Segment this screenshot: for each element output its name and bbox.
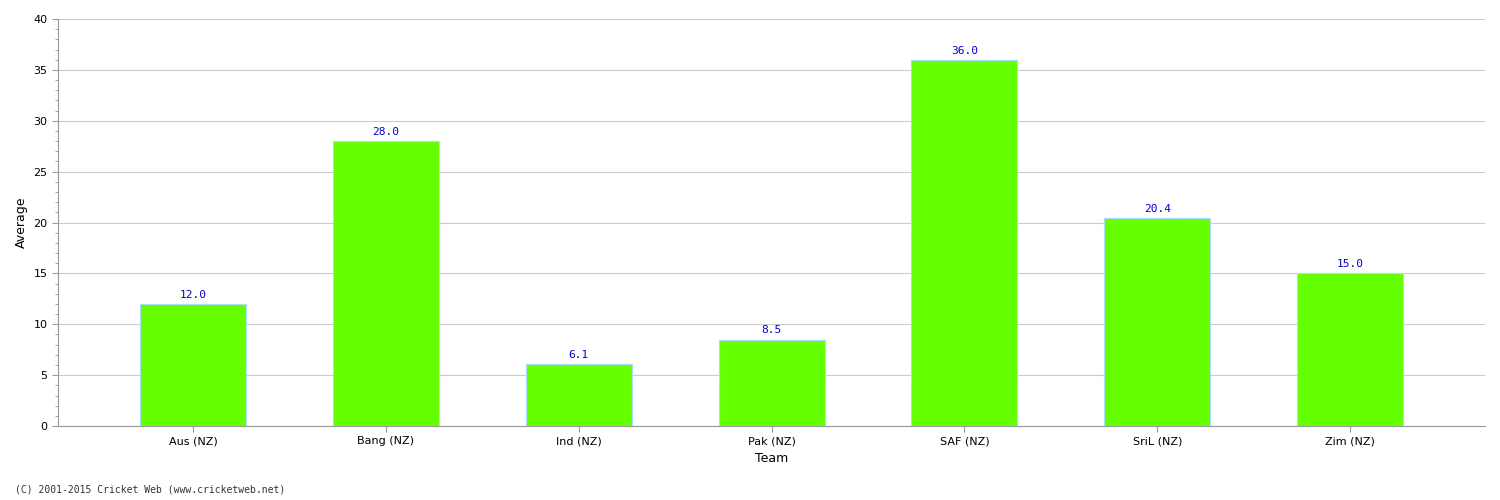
Text: (C) 2001-2015 Cricket Web (www.cricketweb.net): (C) 2001-2015 Cricket Web (www.cricketwe… (15, 485, 285, 495)
Bar (912, 60, 1017, 426)
Text: 20.4: 20.4 (1143, 204, 1170, 214)
X-axis label: Team: Team (754, 452, 788, 465)
Bar (140, 304, 246, 426)
Bar (333, 141, 440, 426)
Bar (1104, 218, 1210, 426)
Text: 36.0: 36.0 (951, 46, 978, 56)
Bar (525, 364, 632, 426)
Text: 28.0: 28.0 (372, 127, 399, 137)
Text: 6.1: 6.1 (568, 350, 590, 360)
Text: 12.0: 12.0 (180, 290, 207, 300)
Text: 8.5: 8.5 (762, 326, 782, 336)
Bar (718, 340, 825, 426)
Text: 15.0: 15.0 (1336, 260, 1364, 270)
Y-axis label: Average: Average (15, 197, 28, 248)
Bar (1298, 274, 1402, 426)
